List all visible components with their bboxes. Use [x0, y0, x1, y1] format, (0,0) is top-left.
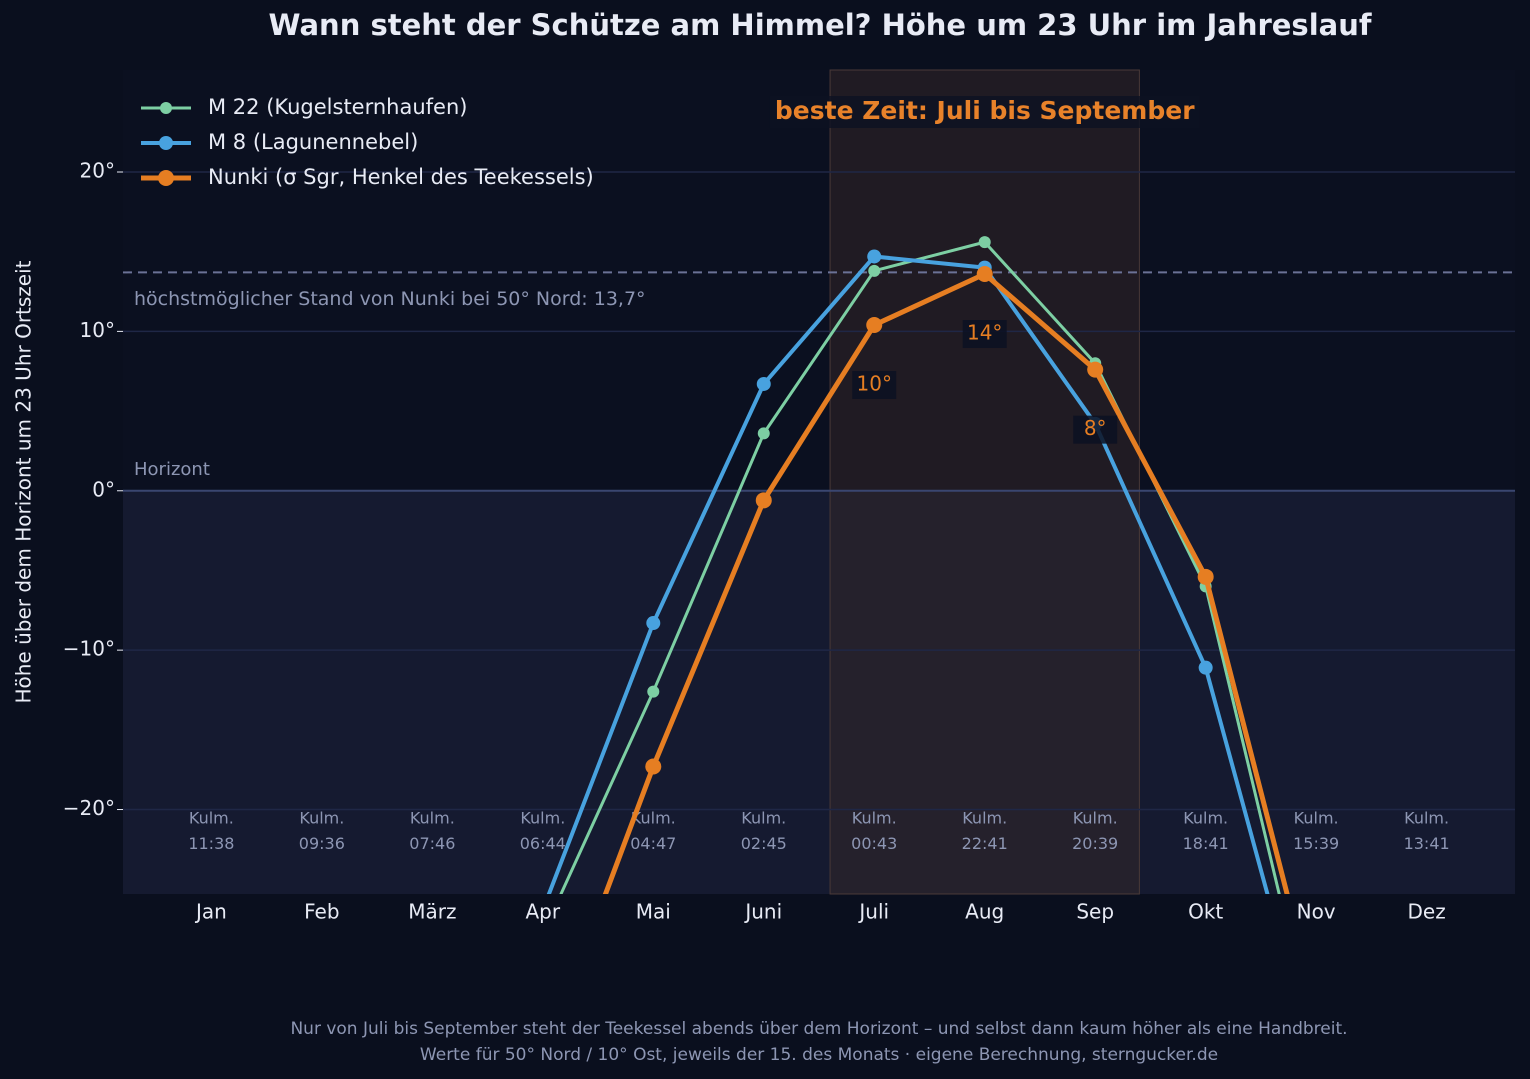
- footer-line: Nur von Juli bis September steht der Tee…: [290, 1019, 1347, 1039]
- legend-label: Nunki (σ Sgr, Henkel des Teekessels): [208, 165, 594, 189]
- y-tick-label: 0°: [92, 477, 115, 501]
- x-tick-label: März: [408, 900, 456, 924]
- series-line: [546, 254, 1270, 894]
- series-marker: [647, 685, 660, 698]
- series-marker: [866, 317, 883, 334]
- value-label: 14°: [967, 321, 1002, 345]
- culmination-label: Kulm.: [1073, 809, 1118, 828]
- culmination-time: 09:36: [299, 834, 345, 853]
- chart-title: Wann steht der Schütze am Himmel? Höhe u…: [269, 8, 1372, 42]
- series-marker: [1310, 1043, 1322, 1055]
- x-tick-label: Sep: [1076, 900, 1114, 924]
- value-label: 8°: [1084, 416, 1107, 440]
- x-tick-label: Juni: [743, 900, 782, 924]
- value-label-bg: [852, 371, 897, 400]
- highlight-label: beste Zeit: Juli bis September: [775, 96, 1195, 125]
- series-marker: [1308, 999, 1324, 1015]
- x-tick-label: Aug: [965, 900, 1004, 924]
- series-line: [602, 271, 1290, 894]
- culmination-label: Kulm.: [410, 809, 455, 828]
- series-marker: [867, 249, 882, 264]
- x-tick-label: Dez: [1408, 900, 1446, 924]
- x-tick-label: Feb: [304, 900, 339, 924]
- x-tick-label: Juli: [857, 900, 889, 924]
- legend-marker: [159, 136, 173, 150]
- y-tick-label: −20°: [63, 796, 115, 820]
- highlight-span: [829, 69, 1140, 895]
- horizon-label: Horizont: [134, 459, 210, 480]
- y-tick-label: 20°: [80, 159, 115, 183]
- value-label-bg: [962, 320, 1007, 349]
- series-line: [559, 240, 1281, 894]
- culmination-time: 07:46: [409, 834, 455, 853]
- culmination-time: 02:45: [741, 834, 787, 853]
- series-marker: [976, 266, 993, 283]
- culmination-time: 00:43: [851, 834, 897, 853]
- series-marker: [1087, 361, 1104, 378]
- y-tick-label: 10°: [80, 318, 115, 342]
- series-marker: [1309, 1066, 1323, 1079]
- culmination-time: 15:39: [1293, 834, 1339, 853]
- culmination-label: Kulm.: [520, 809, 565, 828]
- culmination-time: 11:38: [188, 834, 234, 853]
- culmination-label: Kulm.: [1404, 809, 1449, 828]
- below-horizon-shade: [123, 490, 1515, 894]
- series-marker: [868, 264, 881, 277]
- x-tick-label: Okt: [1188, 900, 1223, 924]
- value-label: 10°: [857, 372, 892, 396]
- x-tick-label: Mai: [636, 900, 671, 924]
- culmination-label: Kulm.: [631, 809, 676, 828]
- legend-marker: [160, 102, 172, 114]
- highlight-label-bg: [769, 96, 1200, 128]
- footer-line: Werte für 50° Nord / 10° Ost, jeweils de…: [420, 1045, 1218, 1065]
- series-marker: [978, 236, 991, 249]
- series-marker: [1198, 660, 1213, 675]
- plot-area: [537, 236, 1324, 1079]
- x-tick-label: Nov: [1297, 900, 1336, 924]
- culmination-label: Kulm.: [299, 809, 344, 828]
- culmination-time: 18:41: [1183, 834, 1229, 853]
- series-marker: [755, 492, 772, 509]
- reference-label: höchstmöglicher Stand von Nunki bei 50° …: [134, 288, 646, 310]
- culmination-time: 22:41: [962, 834, 1008, 853]
- culmination-label: Kulm.: [189, 809, 234, 828]
- culmination-label: Kulm.: [852, 809, 897, 828]
- series-marker: [646, 616, 661, 631]
- culmination-time: 06:44: [520, 834, 566, 853]
- x-tick-label: Apr: [526, 900, 561, 924]
- culmination-time: 13:41: [1404, 834, 1450, 853]
- culmination-time: 04:47: [630, 834, 676, 853]
- culmination-label: Kulm.: [1294, 809, 1339, 828]
- legend-marker: [158, 170, 174, 186]
- culmination-time: 20:39: [1072, 834, 1118, 853]
- culmination-label: Kulm.: [741, 809, 786, 828]
- legend-label: M 22 (Kugelsternhaufen): [208, 95, 467, 119]
- series-marker: [1197, 568, 1214, 585]
- series-marker: [756, 376, 771, 391]
- y-axis-label: Höhe über dem Horizont um 23 Uhr Ortszei…: [12, 260, 36, 703]
- culmination-label: Kulm.: [1183, 809, 1228, 828]
- x-tick-label: Jan: [194, 900, 227, 924]
- series-marker: [537, 928, 549, 940]
- value-label-bg: [1073, 415, 1118, 444]
- culmination-label: Kulm.: [962, 809, 1007, 828]
- legend-label: M 8 (Lagunennebel): [208, 130, 418, 154]
- series-marker: [757, 427, 770, 440]
- y-tick-label: −10°: [63, 637, 115, 661]
- series-marker: [645, 758, 662, 775]
